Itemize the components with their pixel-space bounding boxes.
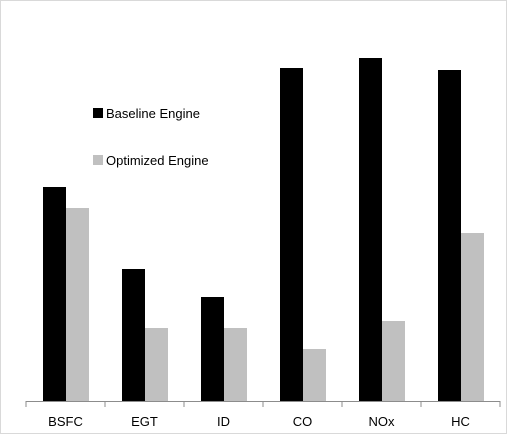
legend-label-optimized: Optimized Engine: [106, 153, 209, 168]
bar-baseline-nox: [359, 58, 382, 401]
bar-optimized-nox: [382, 321, 405, 401]
legend: Baseline Engine Optimized Engine: [93, 106, 209, 168]
bar-optimized-bsfc: [66, 208, 89, 401]
bar-baseline-egt: [122, 269, 145, 401]
bar-baseline-bsfc: [43, 187, 66, 401]
x-tick-label-id: ID: [217, 414, 230, 429]
bar-baseline-id: [201, 297, 224, 401]
bar-baseline-hc: [438, 70, 461, 401]
x-axis: BSFC EGT ID CO NOx HC: [25, 401, 501, 429]
x-tick-label-hc: HC: [451, 414, 470, 429]
bar-optimized-id: [224, 328, 247, 401]
bar-baseline-co: [280, 68, 303, 401]
x-tick-label-nox: NOx: [369, 414, 396, 429]
x-tick-label-egt: EGT: [131, 414, 158, 429]
x-tick-label-co: CO: [293, 414, 313, 429]
legend-swatch-baseline: [93, 108, 103, 118]
bars-group: [43, 58, 484, 401]
bar-optimized-co: [303, 349, 326, 401]
x-tick-label-bsfc: BSFC: [48, 414, 83, 429]
legend-swatch-optimized: [93, 155, 103, 165]
legend-label-baseline: Baseline Engine: [106, 106, 200, 121]
bar-optimized-hc: [461, 233, 484, 401]
bar-optimized-egt: [145, 328, 168, 401]
